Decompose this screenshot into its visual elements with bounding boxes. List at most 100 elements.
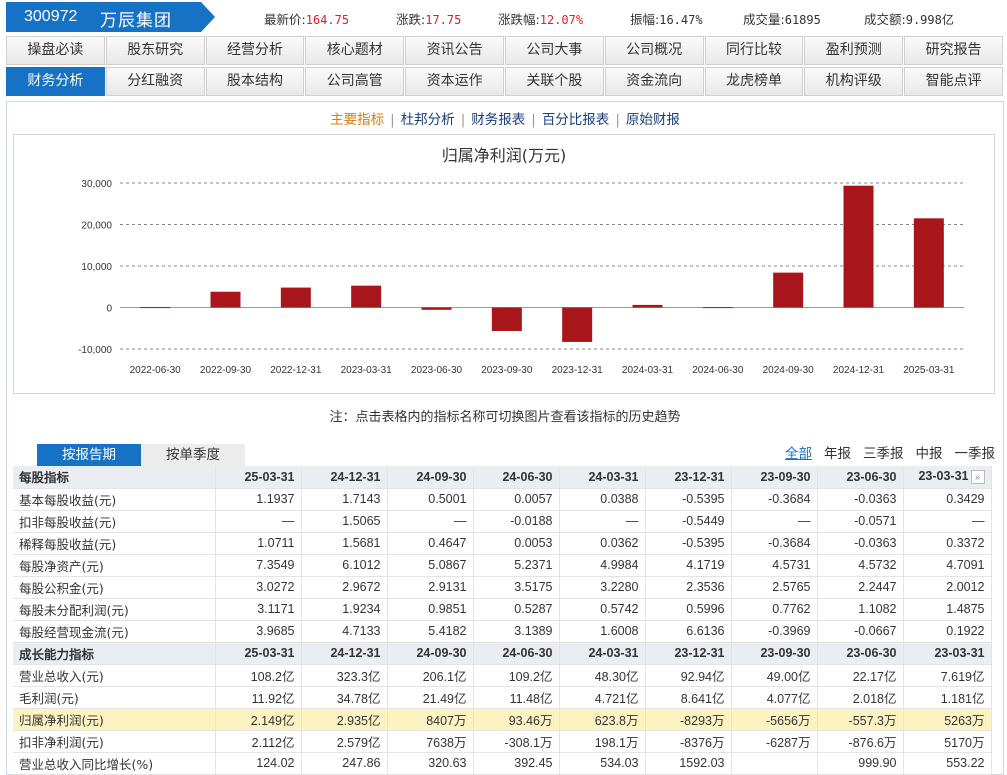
filter-all[interactable]: 全部	[785, 446, 812, 462]
subnav-main-indicators[interactable]: 主要指标	[330, 112, 385, 128]
chart-bar[interactable]	[351, 285, 382, 308]
subnav-original[interactable]: 原始财报	[625, 112, 680, 128]
indicator-value: 0.1922	[903, 620, 992, 643]
indicator-name[interactable]: 基本每股收益(元)	[13, 488, 216, 511]
chart-bar[interactable]	[140, 307, 171, 309]
nav-item-ziben[interactable]: 资本运作	[405, 67, 504, 96]
tab-by-quarter[interactable]: 按单季度	[141, 444, 245, 466]
indicator-value: 4.7133	[301, 620, 388, 643]
scroll-right-icon[interactable]: »	[970, 470, 985, 485]
nav-item-zhineng[interactable]: 智能点评	[904, 67, 1003, 96]
indicator-value: 7.619亿	[903, 664, 992, 687]
table-row: 基本每股收益(元) 1.1937 1.7143 0.5001 0.0057 0.0388-…	[13, 488, 992, 511]
nav-item-jigou[interactable]: 机构评级	[804, 67, 904, 96]
nav-item-fenhong[interactable]: 分红融资	[105, 67, 205, 96]
nav-item-yingli[interactable]: 盈利预测	[804, 36, 904, 65]
nav-item-caopan[interactable]: 操盘必读	[6, 36, 105, 65]
indicator-name[interactable]: 扣非净利润(元)	[13, 730, 216, 753]
indicator-value: -557.3万	[817, 708, 904, 731]
chart-bar[interactable]	[632, 304, 663, 308]
indicator-value: 7.3549	[215, 554, 302, 577]
filter-q1[interactable]: 一季报	[954, 446, 996, 462]
chart-bar[interactable]	[280, 287, 311, 308]
table-row: 每股净资产(元) 7.3549 6.1012 5.0867 5.2371 4.9984 4.…	[13, 554, 992, 577]
indicator-name[interactable]: 每股公积金(元)	[13, 576, 216, 599]
chart-xtick-label: 2023-09-30	[481, 365, 533, 376]
chart-bar[interactable]	[421, 307, 452, 310]
nav-item-yanjiu[interactable]: 研究报告	[904, 36, 1003, 65]
indicator-value: 4.077亿	[731, 686, 818, 709]
nav-item-longhu[interactable]: 龙虎榜单	[704, 67, 804, 96]
quote-price: 最新价:164.75	[264, 12, 350, 27]
indicator-value: 2.112亿	[215, 730, 302, 753]
indicator-value: 0.5742	[559, 598, 646, 621]
nav-item-ticai[interactable]: 核心题材	[305, 36, 405, 65]
nav-item-gaoguan[interactable]: 公司高管	[305, 67, 405, 96]
indicator-name[interactable]: 归属净利润(元)	[13, 708, 216, 731]
chart-bar[interactable]	[843, 185, 874, 308]
nav-item-guanlian[interactable]: 关联个股	[504, 67, 604, 96]
indicator-value: 4.7091	[903, 554, 992, 577]
indicator-value: 2.5765	[731, 576, 818, 599]
indicator-value: -0.5395	[645, 488, 732, 511]
subnav-dupont[interactable]: 杜邦分析	[400, 112, 455, 128]
filter-interim[interactable]: 中报	[915, 446, 943, 462]
indicator-value: 1.5065	[301, 510, 388, 533]
indicator-value: 0.5001	[387, 488, 474, 511]
period-header: 24-03-31	[559, 642, 646, 665]
chart-bar[interactable]	[210, 291, 241, 308]
chart-bar[interactable]	[702, 307, 733, 309]
nav-item-caiwu[interactable]: 财务分析	[6, 67, 105, 96]
indicator-value: 2.9672	[301, 576, 388, 599]
chart-bar[interactable]	[773, 272, 804, 308]
chart-ytick-label: -10,000	[78, 345, 112, 356]
table-section-header: 成长能力指标 25-03-31 24-12-31 24-09-30 24-06-30 24…	[13, 642, 992, 665]
indicator-value: 5170万	[903, 730, 992, 753]
nav-item-zijin[interactable]: 资金流向	[604, 67, 704, 96]
nav-item-guben[interactable]: 股本结构	[205, 67, 305, 96]
indicator-value: 1.4875	[903, 598, 992, 621]
indicator-value: 1.9234	[301, 598, 388, 621]
indicator-name[interactable]: 营业总收入同比增长(%)	[13, 752, 216, 775]
finance-panel: 主要指标 | 杜邦分析 | 财务报表 | 百分比报表 | 原始财报 归属净利润(万元) -10,…	[6, 101, 1004, 775]
nav-item-dashi[interactable]: 公司大事	[504, 36, 604, 65]
chart-bar[interactable]	[913, 218, 944, 308]
indicator-name[interactable]: 每股净资产(元)	[13, 554, 216, 577]
chart-bar[interactable]	[562, 307, 593, 342]
indicator-value: 247.86	[301, 752, 388, 775]
subnav-percent[interactable]: 百分比报表	[541, 112, 610, 128]
table-row: 每股公积金(元) 3.0272 2.9672 2.9131 3.5175 3.2280 2.…	[13, 576, 992, 599]
filter-annual[interactable]: 年报	[824, 446, 851, 462]
chart-bar[interactable]	[491, 307, 522, 331]
period-header: 23-06-30	[817, 466, 904, 489]
indicator-value: 1.181亿	[903, 686, 992, 709]
indicator-value: -8293万	[645, 708, 732, 731]
indicator-value: 7638万	[387, 730, 474, 753]
chart-xtick-label: 2023-12-31	[552, 365, 604, 376]
indicator-name[interactable]: 每股经营现金流(元)	[13, 620, 216, 643]
nav-item-zixun[interactable]: 资讯公告	[405, 36, 504, 65]
nav-item-tonghang[interactable]: 同行比较	[704, 36, 804, 65]
indicator-value: 1.7143	[301, 488, 388, 511]
filter-q3[interactable]: 三季报	[863, 446, 904, 462]
indicator-value: 3.0272	[215, 576, 302, 599]
indicator-value: 0.0362	[559, 532, 646, 555]
indicator-name[interactable]: 营业总收入(元)	[13, 664, 216, 687]
tab-by-report[interactable]: 按报告期	[37, 444, 141, 466]
indicator-name[interactable]: 毛利润(元)	[13, 686, 216, 709]
nav-item-gudong[interactable]: 股东研究	[105, 36, 205, 65]
indicator-value: 108.2亿	[215, 664, 302, 687]
indicator-value: —	[559, 510, 646, 533]
subnav-statements[interactable]: 财务报表	[471, 112, 526, 128]
nav-item-jingying[interactable]: 经营分析	[205, 36, 305, 65]
indicator-name[interactable]: 稀释每股收益(元)	[13, 532, 216, 555]
stock-header: 300972 万辰集团 最新价:164.75 涨跌:17.75 涨跌幅:12.0…	[0, 0, 1007, 34]
subnav-separator: |	[531, 112, 536, 128]
indicator-name[interactable]: 扣非每股收益(元)	[13, 510, 216, 533]
indicator-value: 22.17亿	[817, 664, 904, 687]
nav-item-gaikuang[interactable]: 公司概况	[604, 36, 704, 65]
indicator-value: 0.3429	[903, 488, 992, 511]
indicator-name[interactable]: 每股未分配利润(元)	[13, 598, 216, 621]
indicator-value: 92.94亿	[645, 664, 732, 687]
indicator-value: 534.03	[559, 752, 646, 775]
